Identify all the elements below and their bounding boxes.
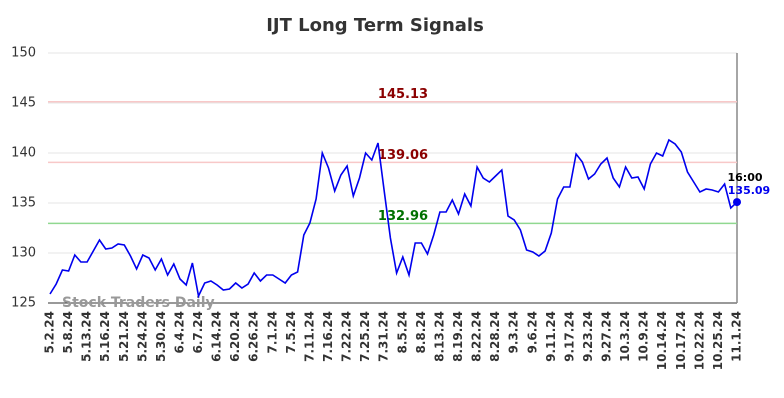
x-tick-label: 5.13.24 [80, 311, 94, 362]
x-tick-label: 5.21.24 [117, 311, 131, 362]
x-tick-label: 8.5.24 [395, 311, 409, 354]
watermark: Stock Traders Daily [62, 295, 215, 311]
x-tick-label: 5.30.24 [154, 311, 168, 362]
x-tick-label: 11.1.24 [730, 311, 744, 362]
x-tick-label: 8.19.24 [451, 311, 465, 362]
x-tick-label: 5.16.24 [98, 311, 112, 362]
x-tick-label: 10.17.24 [674, 311, 688, 370]
x-tick-label: 7.1.24 [265, 311, 279, 354]
signal-label: 132.96 [378, 209, 428, 224]
x-tick-label: 9.6.24 [525, 311, 539, 354]
x-tick-label: 7.5.24 [284, 311, 298, 354]
x-tick-label: 8.13.24 [432, 311, 446, 362]
y-tick-label: 135 [11, 196, 36, 211]
chart-title: IJT Long Term Signals [266, 15, 484, 36]
signal-label: 145.13 [378, 87, 428, 102]
x-tick-label: 6.20.24 [228, 311, 242, 362]
x-tick-label: 10.25.24 [711, 311, 725, 370]
last-time: 16:00 [727, 171, 762, 184]
x-tick-label: 5.24.24 [135, 311, 149, 362]
x-tick-label: 5.8.24 [61, 311, 75, 354]
y-tick-label: 140 [11, 146, 36, 161]
x-tick-label: 6.14.24 [210, 311, 224, 362]
x-tick-label: 10.9.24 [637, 311, 651, 362]
y-tick-label: 130 [11, 246, 36, 261]
last-value: 135.09 [728, 184, 770, 197]
x-tick-label: 7.25.24 [358, 311, 372, 362]
x-tick-label: 7.11.24 [302, 311, 316, 362]
x-tick-label: 6.7.24 [191, 311, 205, 354]
x-tick-label: 9.17.24 [562, 311, 576, 362]
x-tick-label: 10.22.24 [692, 311, 706, 370]
y-tick-label: 145 [11, 96, 36, 111]
x-tick-label: 7.22.24 [340, 311, 354, 362]
x-tick-label: 10.3.24 [618, 311, 632, 362]
x-tick-label: 5.2.24 [43, 311, 57, 354]
x-tick-label: 9.3.24 [507, 311, 521, 354]
x-tick-label: 6.26.24 [247, 311, 261, 362]
y-tick-label: 150 [11, 46, 36, 61]
x-tick-label: 7.31.24 [377, 311, 391, 362]
y-tick-label: 125 [11, 296, 36, 311]
price-line [49, 138, 738, 299]
x-tick-label: 9.23.24 [581, 311, 595, 362]
x-tick-label: 9.27.24 [600, 311, 614, 362]
x-tick-label: 8.8.24 [414, 311, 428, 354]
last-point [733, 198, 741, 207]
signal-label: 139.06 [378, 148, 428, 163]
x-tick-label: 9.11.24 [544, 311, 558, 362]
x-tick-label: 10.14.24 [655, 311, 669, 370]
x-tick-label: 7.16.24 [321, 311, 335, 362]
x-tick-label: 8.22.24 [470, 311, 484, 362]
x-tick-label: 8.28.24 [488, 311, 502, 362]
x-tick-label: 6.4.24 [172, 311, 186, 354]
